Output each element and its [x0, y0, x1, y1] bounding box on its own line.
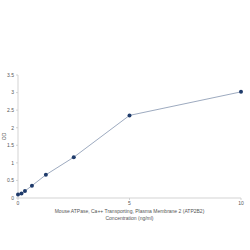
- plot-area: [16, 90, 243, 197]
- y-tick-label: 3.5: [7, 72, 14, 78]
- chart-container: 0 0.5 1 1.5 2 2.5 3 3.5 0 5 10 Mouse ATPase, Ca++ T…: [0, 0, 250, 250]
- y-tick: [16, 110, 18, 111]
- x-tick-label: 5: [128, 200, 131, 206]
- data-point: [16, 192, 20, 196]
- y-tick-label: 2: [11, 125, 14, 131]
- y-tick-label: 0: [11, 195, 14, 201]
- y-tick-label: 2.5: [7, 107, 14, 113]
- x-tick-label: 0: [17, 200, 20, 206]
- y-tick-label: 0.5: [7, 177, 14, 183]
- y-tick: [16, 92, 18, 93]
- data-point: [239, 90, 243, 94]
- y-tick: [16, 75, 18, 76]
- x-axis-title: Concentration (ng/ml): [105, 215, 153, 221]
- data-point: [30, 184, 34, 188]
- y-axis: [18, 75, 19, 198]
- data-point: [72, 155, 76, 159]
- data-line: [18, 92, 241, 195]
- data-point: [44, 173, 48, 177]
- x-tick-label: 10: [238, 200, 244, 206]
- y-tick-label: 1: [11, 160, 14, 166]
- data-point: [19, 191, 23, 195]
- y-tick: [16, 145, 18, 146]
- data-point: [23, 189, 27, 193]
- y-tick: [16, 162, 18, 163]
- y-tick: [16, 180, 18, 181]
- y-axis-title: OD: [1, 132, 7, 140]
- y-tick-label: 3: [11, 89, 14, 95]
- y-tick: [16, 127, 18, 128]
- data-point: [128, 113, 132, 117]
- chart: 0 0.5 1 1.5 2 2.5 3 3.5 0 5 10 Mouse ATPase, Ca++ T…: [0, 0, 250, 250]
- x-axis-title: Mouse ATPase, Ca++ Transporting, Plasma …: [55, 208, 205, 214]
- y-tick-label: 1.5: [7, 142, 14, 148]
